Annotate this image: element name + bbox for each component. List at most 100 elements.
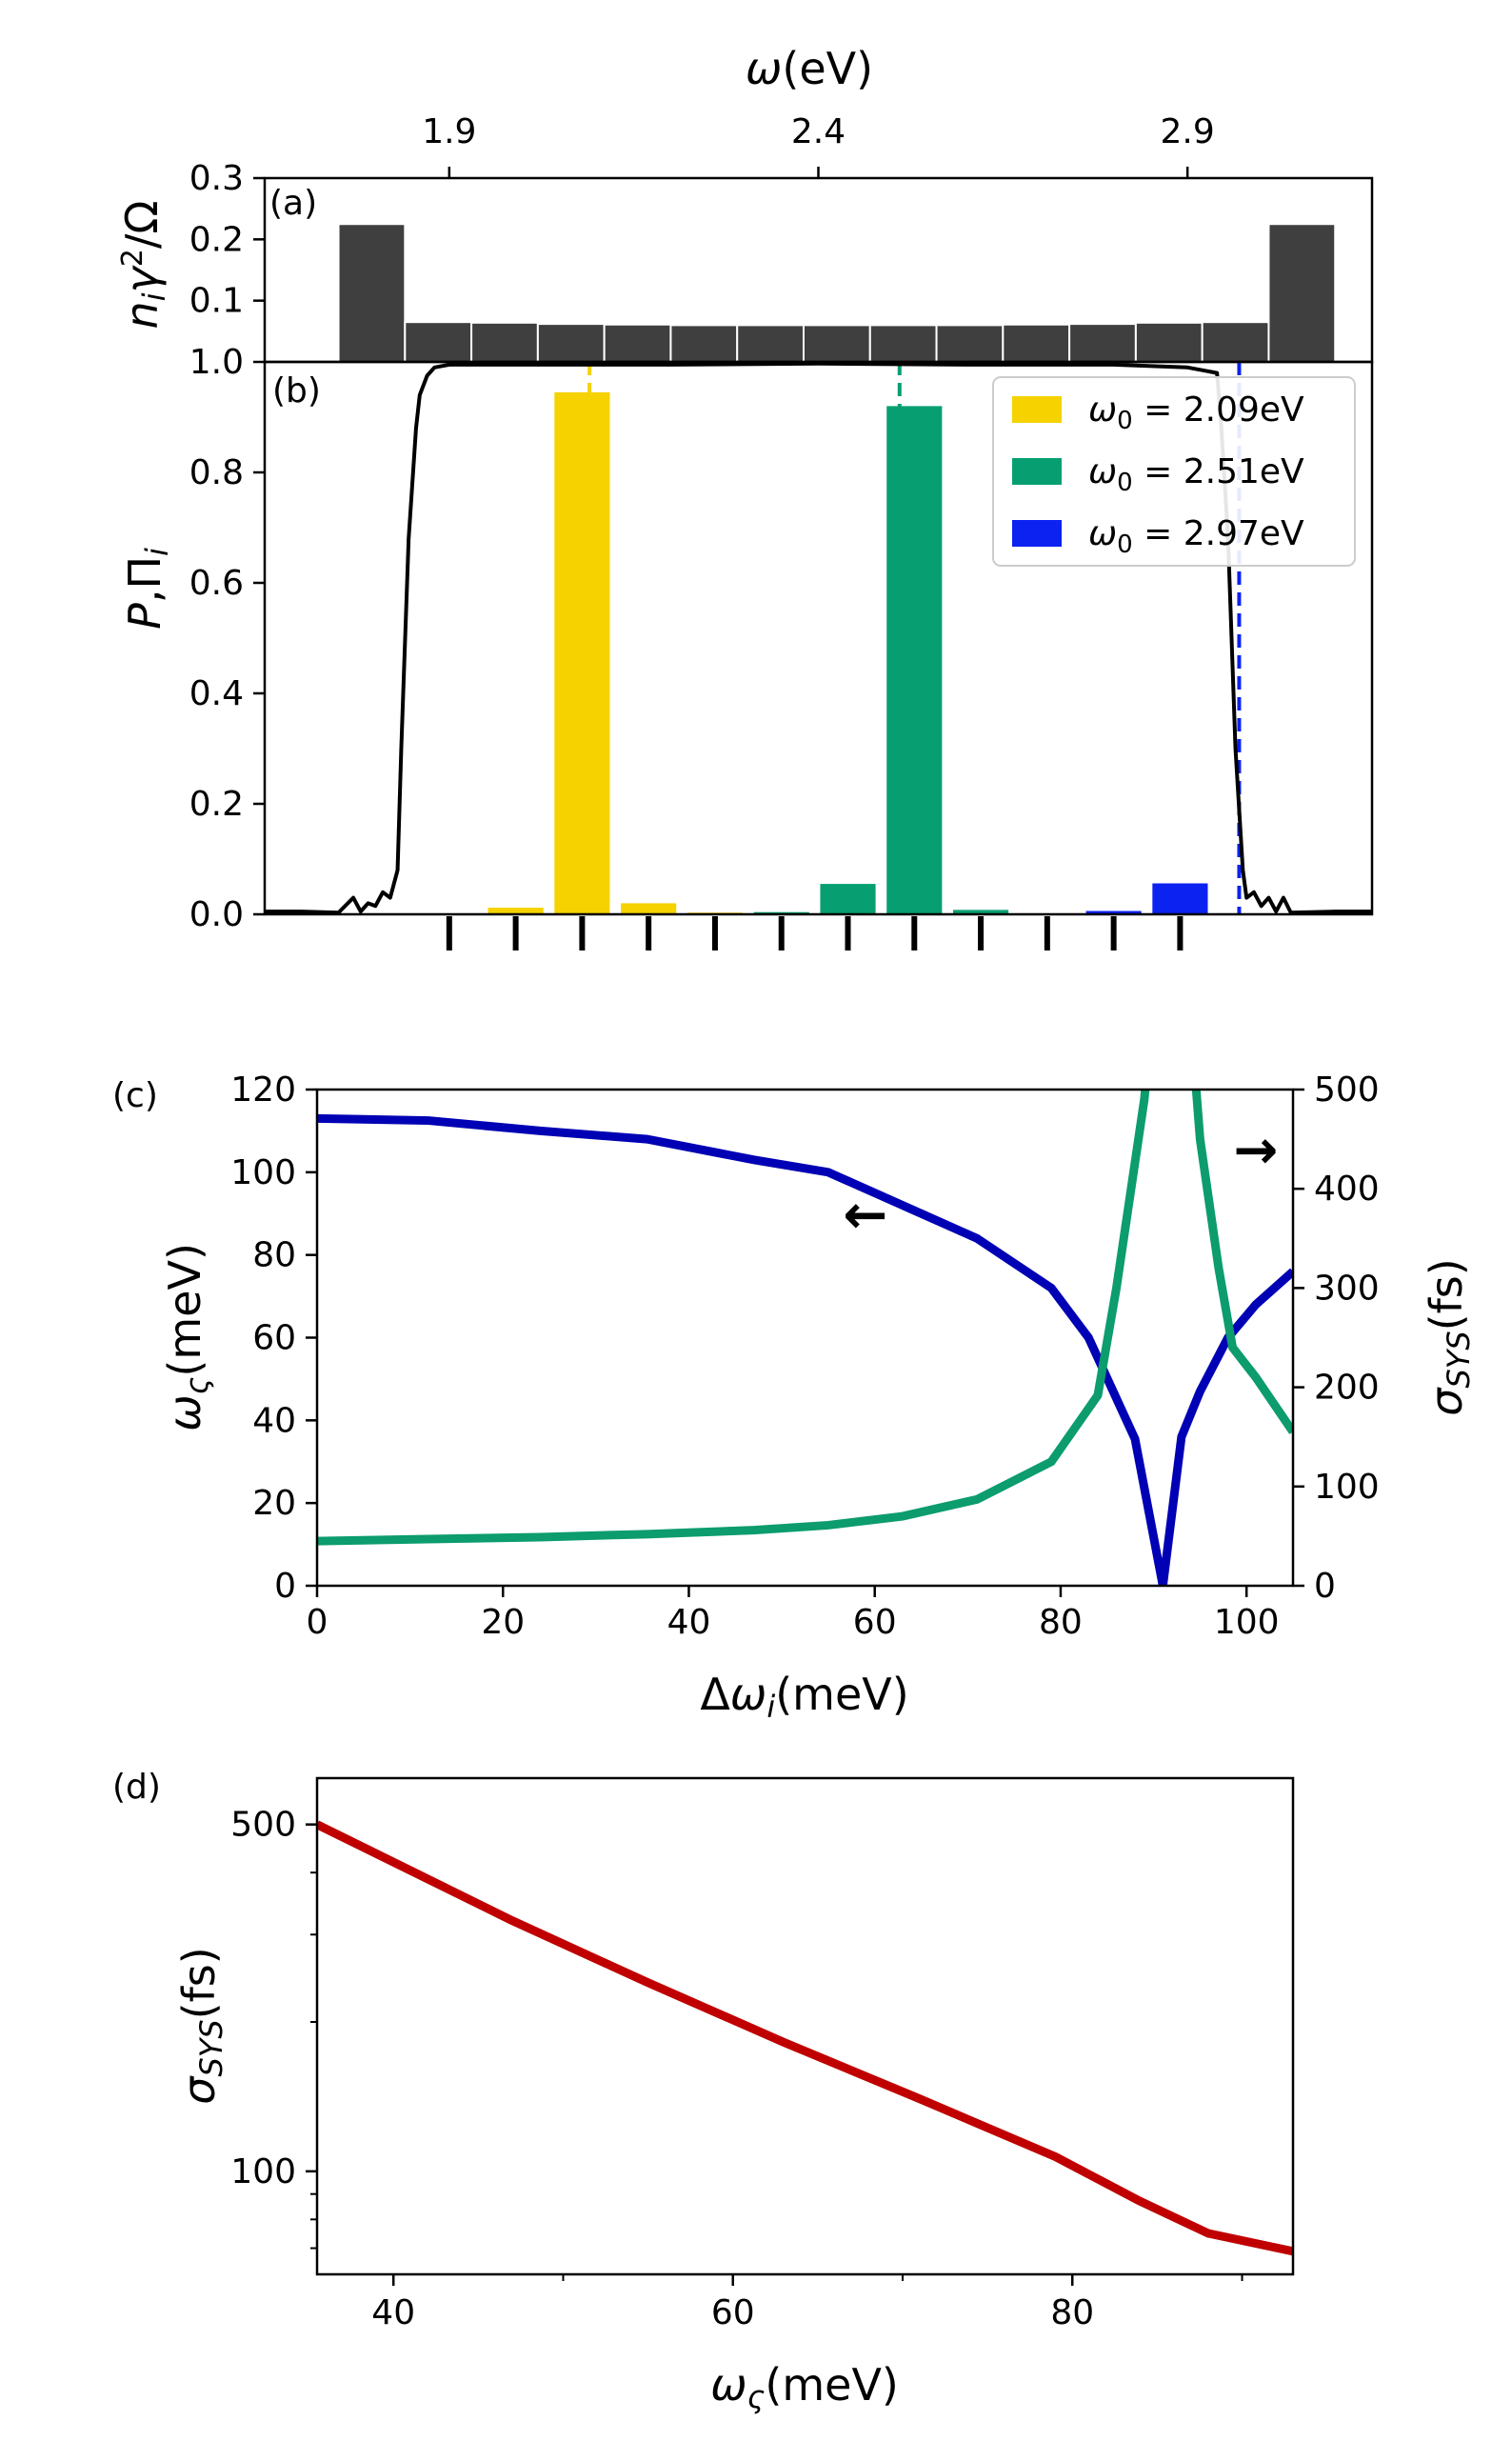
panel-a-label: (a) <box>269 184 317 223</box>
panel-c-xlabel: Δωi(meV) <box>700 1669 908 1725</box>
panel-c-ylabel: ως(meV) <box>159 1243 215 1431</box>
bar-b-s1-2 <box>886 406 943 914</box>
panel-c-annotations: ←→ <box>843 1120 1278 1247</box>
bar-b-s1-3 <box>952 910 1009 914</box>
ytick-label-c-left-3: 60 <box>252 1319 296 1358</box>
bar-a-6 <box>736 324 805 363</box>
bar-a-1 <box>404 321 473 363</box>
panel-a-bars <box>337 223 1337 364</box>
panel-d-lines <box>317 1820 1293 2256</box>
panel-a: ω(eV) 1.9 2.4 2.9 0.1 0.2 0.3 niγ2/Ω (a) <box>116 43 1374 364</box>
series-c-1 <box>317 1090 1293 1546</box>
ytick-label-b-5: 1.0 <box>189 343 244 382</box>
ytick-label-c-left-0: 0 <box>274 1567 296 1606</box>
ytick-label-b-1: 0.2 <box>189 785 244 824</box>
panel-b-site-markers <box>446 916 1184 950</box>
legend-swatch-2 <box>1012 520 1062 547</box>
ytick-label-d-1: 500 <box>230 1806 296 1845</box>
panel-b-label: (b) <box>272 371 321 410</box>
panel-c: 0 20 40 60 80 100 0 20 40 60 80 100 120 0 100 200 300 4… <box>112 1070 1477 1725</box>
ytick-label-c-right-1: 100 <box>1314 1468 1380 1507</box>
panel-c-lines <box>317 1090 1293 1586</box>
panel-a-xlabel: ω(eV) <box>746 43 873 94</box>
legend-label-2: ω0 = 2.97eV <box>1088 514 1304 559</box>
ytick-label-b-2: 0.4 <box>189 674 244 713</box>
xtick-label-c-0: 0 <box>307 1603 328 1642</box>
bar-a-0 <box>337 223 407 363</box>
bar-a-13 <box>1201 321 1270 363</box>
xtick-label-a-0: 1.9 <box>422 112 476 151</box>
ytick-label-a-2: 0.3 <box>189 159 244 198</box>
bar-a-10 <box>1002 323 1071 363</box>
series-c-0 <box>317 1113 1293 1586</box>
xtick-label-c-2: 40 <box>667 1603 711 1642</box>
xtick-label-d-1: 60 <box>711 2293 755 2332</box>
panel-c-ylabel-right: σSYS(fs) <box>1421 1258 1477 1415</box>
bar-a-5 <box>669 324 739 363</box>
xtick-label-c-3: 60 <box>853 1603 897 1642</box>
bar-b-s1-1 <box>820 884 876 914</box>
legend-label-0: ω0 = 2.09eV <box>1088 390 1304 435</box>
panel-a-yticks: 0.1 0.2 0.3 <box>189 159 265 321</box>
panel-b-line <box>265 361 1372 915</box>
xtick-label-c-5: 100 <box>1214 1603 1280 1642</box>
ytick-label-c-right-0: 0 <box>1314 1567 1336 1606</box>
panel-d-label: (d) <box>112 1768 161 1807</box>
series-d-0 <box>317 1820 1293 2256</box>
legend-swatch-0 <box>1012 396 1062 423</box>
panel-d-ylabel: σSYS(fs) <box>173 1947 229 2104</box>
ytick-label-a-0: 0.1 <box>189 282 244 321</box>
bar-a-14 <box>1267 223 1337 363</box>
panel-d-frame <box>315 1776 1295 2276</box>
panel-a-top-ticks: 1.9 2.4 2.9 <box>422 112 1215 178</box>
panel-c-yticks-right: 0 100 200 300 400 500 <box>1293 1070 1380 1606</box>
ytick-label-d-0: 100 <box>230 2152 296 2191</box>
ytick-label-b-0: 0.0 <box>189 895 244 934</box>
panel-d-xticks: 40 60 80 <box>371 2274 1243 2332</box>
ytick-label-c-right-3: 300 <box>1314 1269 1380 1308</box>
bar-a-11 <box>1068 323 1137 364</box>
xtick-label-c-4: 80 <box>1039 1603 1083 1642</box>
ytick-label-c-left-2: 40 <box>252 1401 296 1440</box>
panel-c-yticks-left: 0 20 40 60 80 100 120 <box>230 1070 317 1606</box>
ytick-label-b-4: 0.8 <box>189 453 244 492</box>
panel-d: 40 60 80 100 500 ως(meV) σSYS(fs) (d) <box>112 1768 1295 2415</box>
population-line <box>265 361 1372 915</box>
legend-swatch-1 <box>1012 458 1062 485</box>
panel-b: 0.00.20.40.60.81.0 P,Πi (b) ω0 = 2.09eVω… <box>119 343 1374 950</box>
legend-label-1: ω0 = 2.51eV <box>1088 452 1304 497</box>
xtick-label-c-1: 20 <box>481 1603 525 1642</box>
xtick-label-d-2: 80 <box>1050 2293 1094 2332</box>
ytick-label-c-right-5: 500 <box>1314 1070 1380 1110</box>
xtick-label-a-2: 2.9 <box>1161 112 1215 151</box>
panel-b-legend: ω0 = 2.09eV ω0 = 2.51eV ω0 = 2.97eV <box>992 376 1356 567</box>
ytick-label-c-left-4: 80 <box>252 1236 296 1275</box>
panel-c-xticks: 0 20 40 60 80 100 <box>307 1586 1280 1642</box>
bar-a-12 <box>1134 321 1204 363</box>
xtick-label-d-0: 40 <box>371 2293 415 2332</box>
bar-a-7 <box>802 324 871 363</box>
ytick-label-c-right-2: 200 <box>1314 1369 1380 1408</box>
bar-b-s2-1 <box>1152 883 1208 914</box>
panel-b-bars <box>487 391 1208 914</box>
bar-b-s0-0 <box>487 908 544 914</box>
panel-b-frame <box>263 360 1374 916</box>
legend-frame <box>992 376 1356 567</box>
bar-a-8 <box>868 324 938 363</box>
ytick-label-b-3: 0.6 <box>189 564 244 603</box>
bar-b-s2-0 <box>1085 910 1142 914</box>
ytick-label-c-right-4: 400 <box>1314 1170 1380 1209</box>
ytick-label-a-1: 0.2 <box>189 220 244 259</box>
panel-d-yticks: 100 500 <box>230 1806 317 2250</box>
ytick-label-c-left-5: 100 <box>230 1153 296 1192</box>
axis-arrow-1: → <box>1233 1120 1278 1182</box>
bar-a-2 <box>470 321 539 363</box>
panel-b-ylabel: P,Πi <box>119 548 175 630</box>
panel-c-frame <box>315 1088 1295 1588</box>
xtick-label-a-1: 2.4 <box>791 112 846 151</box>
axis-arrow-0: ← <box>843 1185 887 1247</box>
panel-a-ylabel: niγ2/Ω <box>116 200 172 329</box>
bar-a-9 <box>935 324 1005 363</box>
bar-b-s0-1 <box>554 391 610 914</box>
